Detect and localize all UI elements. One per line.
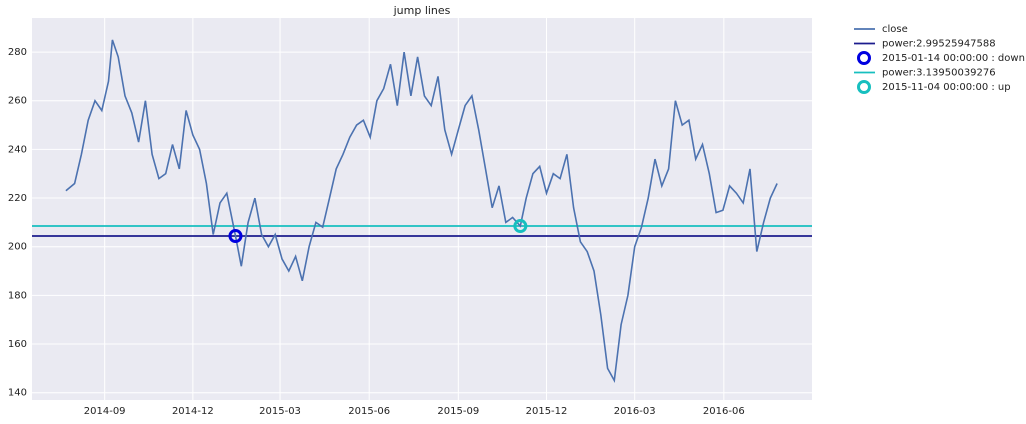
x-tick-label: 2015-09 [437,406,479,417]
y-tick-label: 180 [8,290,27,301]
legend-label: power:3.13950039276 [882,68,996,79]
close-line [65,39,778,384]
y-tick-label: 220 [8,193,27,204]
x-tick-label: 2014-12 [172,406,214,417]
y-tick-label: 160 [8,339,27,350]
plot-area [32,18,812,400]
y-tick-label: 240 [8,144,27,155]
y-tick-label: 200 [8,242,27,253]
y-tick-label: 140 [8,388,27,399]
x-tick-label: 2015-06 [348,406,390,417]
x-tick-label: 2014-09 [84,406,126,417]
legend-label: 2015-01-14 00:00:00 : down [882,53,1025,64]
x-tick-label: 2015-03 [259,406,301,417]
legend-label: 2015-11-04 00:00:00 : up [882,82,1011,93]
jump-point [513,219,528,234]
legend-label: power:2.99525947588 [882,39,996,50]
chart-title: jump lines [393,4,451,17]
legend-marker [857,51,871,65]
legend-label: close [882,24,908,35]
legend-marker [857,80,871,94]
y-tick-label: 280 [8,47,27,58]
y-tick-label: 260 [8,96,27,107]
x-tick-label: 2016-06 [703,406,745,417]
x-tick-label: 2015-12 [526,406,568,417]
x-tick-label: 2016-03 [614,406,656,417]
jump-point [228,229,243,244]
